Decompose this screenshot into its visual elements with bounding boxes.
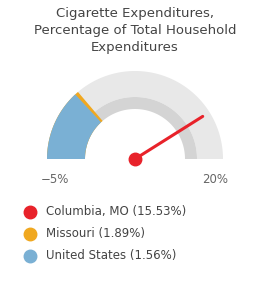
- Polygon shape: [47, 92, 103, 159]
- Polygon shape: [47, 94, 101, 159]
- Polygon shape: [47, 71, 223, 159]
- Text: −5%: −5%: [41, 173, 69, 186]
- Text: United States (1.56%): United States (1.56%): [46, 250, 176, 262]
- Polygon shape: [73, 97, 197, 159]
- Text: Columbia, MO (15.53%): Columbia, MO (15.53%): [46, 205, 186, 219]
- Text: Missouri (1.89%): Missouri (1.89%): [46, 227, 145, 240]
- Text: 20%: 20%: [202, 173, 228, 186]
- Text: Cigarette Expenditures,
Percentage of Total Household
Expenditures: Cigarette Expenditures, Percentage of To…: [34, 7, 236, 54]
